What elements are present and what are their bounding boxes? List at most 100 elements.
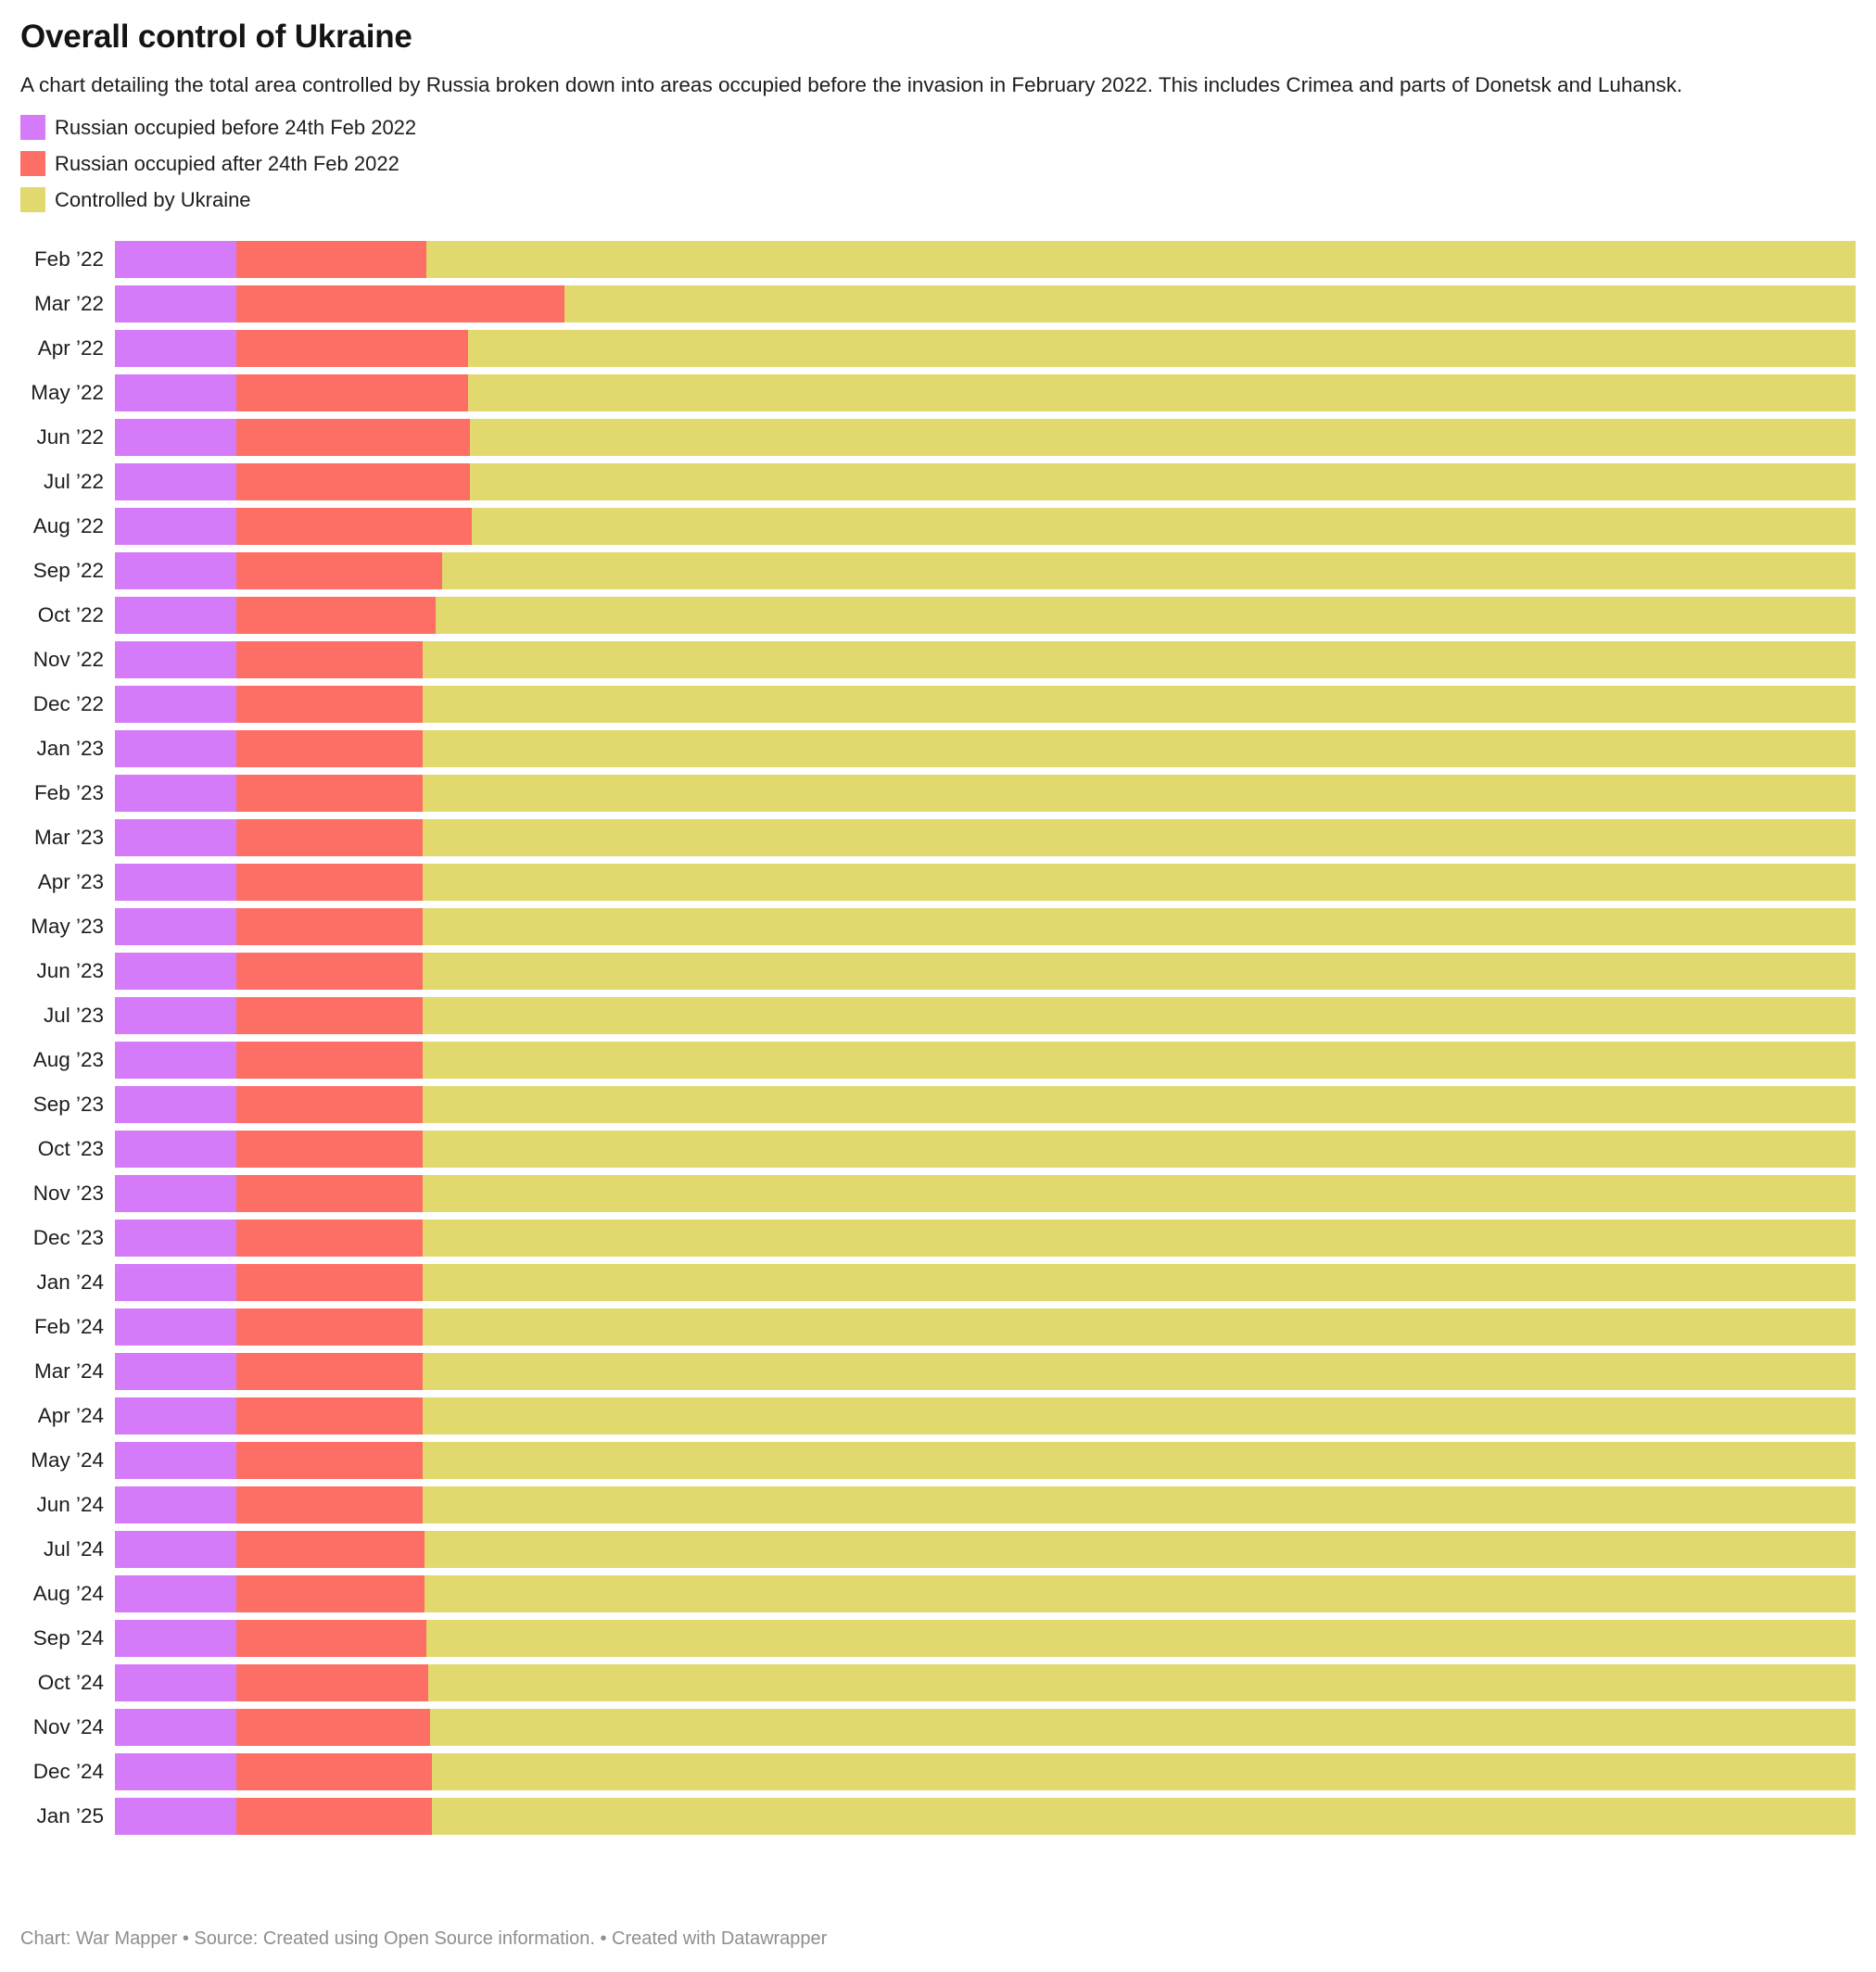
bar-segment-before-invasion [115,996,237,1034]
bar-segment-after-invasion [236,1041,424,1079]
chart-row: Dec ’23 [20,1219,1856,1257]
bar-segment-before-invasion [115,596,237,634]
bar-segment-before-invasion [115,1574,237,1612]
chart-row: Dec ’24 [20,1752,1856,1790]
stacked-bar [115,1663,1856,1701]
bar-segment-after-invasion [236,240,427,278]
bar-segment-ukraine-controlled [423,907,1856,945]
row-label: Feb ’24 [33,1314,104,1338]
bar-segment-ukraine-controlled [423,1308,1856,1346]
chart-footer: Chart: War Mapper • Source: Created usin… [20,1928,828,1949]
legend-swatch-icon [20,187,45,213]
bar-segment-before-invasion [115,284,237,322]
row-label: Feb ’23 [33,780,104,804]
row-label: Aug ’23 [32,1047,104,1071]
chart-row: Sep ’23 [20,1085,1856,1123]
bar-segment-ukraine-controlled [423,863,1856,901]
chart-row: Feb ’22 [20,240,1856,278]
chart-row: Mar ’23 [20,818,1856,856]
bar-segment-after-invasion [236,729,424,767]
row-label: Jul ’22 [43,469,104,493]
row-label: Sep ’23 [32,1092,104,1116]
bar-segment-ukraine-controlled [471,507,1856,545]
stacked-bar [115,1352,1856,1390]
bar-segment-ukraine-controlled [470,462,1856,500]
row-label: Sep ’22 [32,558,104,582]
row-label: May ’23 [31,914,104,938]
bar-segment-before-invasion [115,373,237,411]
stacked-bar [115,1085,1856,1123]
bar-segment-before-invasion [115,1752,237,1790]
bar-segment-ukraine-controlled [564,284,1856,322]
chart-row: Jan ’24 [20,1263,1856,1301]
bar-segment-ukraine-controlled [435,596,1856,634]
bar-segment-after-invasion [236,284,564,322]
bar-segment-before-invasion [115,729,237,767]
bar-segment-after-invasion [236,1708,430,1746]
row-label: Oct ’23 [37,1136,104,1160]
stacked-bar [115,863,1856,901]
bar-segment-after-invasion [236,952,424,990]
stacked-bar-chart: Feb ’22 Mar ’22 Apr ’22 May ’22 Jun ’22 Jul ’… [20,240,1856,1835]
bar-segment-before-invasion [115,418,237,456]
bar-segment-ukraine-controlled [423,1441,1856,1479]
bar-segment-before-invasion [115,1663,237,1701]
bar-segment-ukraine-controlled [470,418,1856,456]
row-label: Mar ’24 [33,1359,104,1383]
stacked-bar [115,1485,1856,1523]
bar-segment-before-invasion [115,551,237,589]
chart-row: Mar ’22 [20,284,1856,322]
stacked-bar [115,1619,1856,1657]
bar-segment-after-invasion [236,1085,424,1123]
bar-segment-before-invasion [115,640,237,678]
bar-segment-ukraine-controlled [468,373,1856,411]
bar-segment-after-invasion [236,1574,425,1612]
bar-segment-ukraine-controlled [423,1130,1856,1168]
bar-segment-before-invasion [115,1308,237,1346]
stacked-bar [115,462,1856,500]
chart-row: Jul ’24 [20,1530,1856,1568]
stacked-bar [115,729,1856,767]
bar-segment-before-invasion [115,329,237,367]
stacked-bar [115,418,1856,456]
stacked-bar [115,952,1856,990]
row-label: Dec ’23 [32,1225,104,1249]
chart-row: May ’23 [20,907,1856,945]
legend-swatch-icon [20,151,45,177]
bar-segment-before-invasion [115,685,237,723]
bar-segment-after-invasion [236,1441,424,1479]
chart-row: Jun ’22 [20,418,1856,456]
bar-segment-after-invasion [236,1130,424,1168]
legend-swatch-icon [20,115,45,141]
stacked-bar [115,1708,1856,1746]
bar-segment-before-invasion [115,907,237,945]
stacked-bar [115,1530,1856,1568]
row-label: Mar ’23 [33,825,104,849]
bar-segment-ukraine-controlled [442,551,1856,589]
bar-segment-ukraine-controlled [423,952,1856,990]
page-title: Overall control of Ukraine [20,19,412,55]
row-label: Oct ’22 [37,602,104,626]
bar-segment-before-invasion [115,774,237,812]
bar-segment-after-invasion [236,1619,427,1657]
bar-segment-ukraine-controlled [423,996,1856,1034]
row-label: Aug ’24 [32,1581,104,1605]
row-label: Jun ’22 [36,424,104,449]
chart-row: Oct ’22 [20,596,1856,634]
stacked-bar [115,1174,1856,1212]
bar-segment-before-invasion [115,1130,237,1168]
bar-segment-before-invasion [115,1619,237,1657]
stacked-bar [115,329,1856,367]
bar-segment-ukraine-controlled [423,774,1856,812]
bar-segment-after-invasion [236,1663,429,1701]
row-label: Mar ’22 [33,291,104,315]
legend-label: Russian occupied after 24th Feb 2022 [55,151,399,175]
chart-row: Sep ’22 [20,551,1856,589]
bar-segment-before-invasion [115,1397,237,1435]
legend-item: Russian occupied after 24th Feb 2022 [20,151,1856,177]
chart-row: Nov ’24 [20,1708,1856,1746]
row-label: Jun ’24 [36,1492,104,1516]
stacked-bar [115,1441,1856,1479]
chart-row: Nov ’23 [20,1174,1856,1212]
